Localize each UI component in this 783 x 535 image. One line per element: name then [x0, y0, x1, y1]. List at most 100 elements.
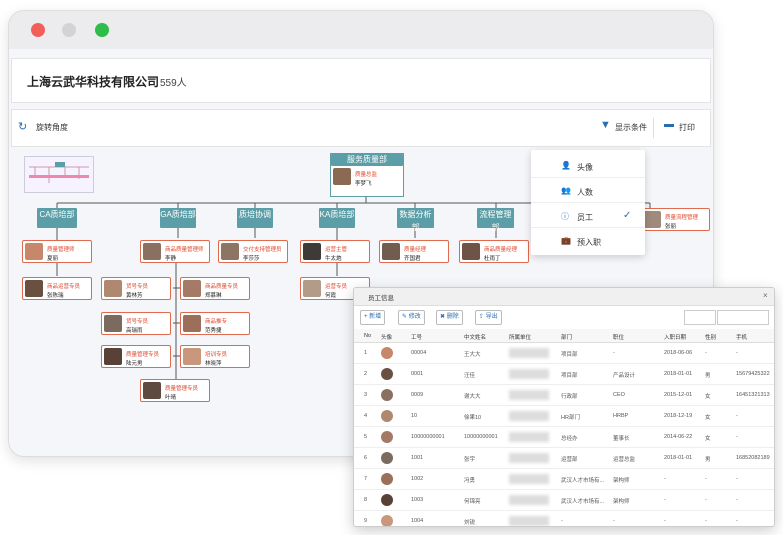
minimize-button[interactable] [62, 23, 76, 37]
table-cell: - [664, 518, 666, 524]
card-person: 牛太炮 [325, 256, 342, 262]
person-card[interactable]: 货号专员 高瑞雨 [101, 312, 171, 335]
close-button[interactable] [31, 23, 45, 37]
dropdown-icon: 👤 [561, 161, 571, 170]
table-cell: 何锦亮 [464, 499, 481, 505]
person-card[interactable]: 商品推专 范秀捷 [180, 312, 250, 335]
card-person: 郑慕琳 [205, 293, 222, 299]
person-card[interactable]: 商品质量管理师 李静 [140, 240, 210, 263]
card-role: 交付支持管理员 [243, 247, 282, 253]
table-cell: CEO [613, 392, 625, 398]
dropdown: 👤 头像 👥 人数 ⓘ 员工 ✓ 💼 预入职 [531, 150, 645, 255]
avatar [381, 452, 393, 464]
title-bar [9, 11, 713, 49]
card-person: 林晓萍 [205, 361, 222, 367]
avatar [381, 347, 393, 359]
card-role: 质量管理师 [47, 247, 75, 253]
person-card[interactable]: 运营主管 牛太炮 [300, 240, 370, 263]
person-card[interactable]: 质量流程管理 张丽 [640, 208, 710, 231]
avatar [104, 348, 122, 365]
person-card[interactable]: 运营专员 何霞 [300, 277, 370, 300]
card-role: 商品质量管理师 [165, 247, 204, 253]
card-role: 质量管理专员 [126, 352, 160, 358]
card-person: 张陈瑞 [47, 293, 64, 299]
select[interactable] [684, 310, 716, 325]
card-person: 高瑞雨 [126, 328, 143, 334]
table-cell: - [736, 350, 738, 356]
close-button[interactable]: × [763, 291, 768, 300]
card-role: 商品运营专员 [47, 284, 81, 290]
avatar [143, 382, 161, 399]
person-card[interactable]: 货号专员 黄林芳 [101, 277, 171, 300]
button-label: 修改 [408, 314, 421, 320]
department[interactable]: 流程管理部 [477, 208, 514, 232]
table-cell: 女 [705, 436, 711, 442]
table-cell: 10000000001 [464, 434, 498, 440]
person-card[interactable]: 商品运营专员 张陈瑞 [22, 277, 92, 300]
table-cell: - [705, 476, 707, 482]
table-cell: HR部门 [561, 415, 580, 421]
avatar [303, 243, 321, 260]
button-icon: ✎ [402, 314, 409, 320]
column-header: 部门 [561, 335, 573, 341]
department[interactable]: 质培协调 [237, 208, 273, 228]
dropdown-item[interactable]: 头像 [577, 163, 593, 172]
table-cell: 武汉人才市场有... [561, 499, 605, 505]
table-cell: 王大大 [464, 352, 481, 358]
person-card[interactable]: 质量管理专员 陆元男 [101, 345, 171, 368]
column-header: 中文姓名 [464, 335, 487, 341]
department[interactable]: KA质培部 [319, 208, 355, 228]
print-button[interactable]: 打印 [679, 123, 695, 132]
person-card[interactable]: 交付支持管理员 李莎莎 [218, 240, 288, 263]
table-cell: 1001 [411, 455, 424, 461]
avatar [303, 280, 321, 297]
display-button[interactable]: 显示条件 [615, 123, 647, 132]
table-cell: 谢大大 [464, 394, 481, 400]
table-cell: 10000000001 [411, 434, 445, 440]
person-card[interactable]: 商品质量经理 杜雨丁 [459, 240, 529, 263]
dropdown-item[interactable]: 员工 [577, 213, 593, 222]
root-node[interactable]: 服务质量部 质量总监 李梦飞 [330, 153, 404, 197]
department[interactable]: 数据分析部 [397, 208, 434, 232]
toolbar-button[interactable]: + 新增 [360, 310, 386, 325]
person-card[interactable]: 质量经理 齐国君 [379, 240, 449, 263]
dropdown-item[interactable]: 预入职 [577, 238, 601, 247]
row-divider [354, 468, 774, 469]
card-role: 质量流程管理 [665, 215, 699, 221]
maximize-button[interactable] [95, 23, 109, 37]
table-cell: 6 [364, 455, 368, 461]
table-cell: 1004 [411, 518, 424, 524]
toolbar-button[interactable]: ✎ 修改 [398, 310, 425, 325]
table-cell: - [613, 518, 615, 524]
avatar [183, 348, 201, 365]
select[interactable] [717, 310, 769, 325]
toolbar-button[interactable]: ⇪ 导出 [475, 310, 502, 325]
column-header: No [364, 333, 372, 339]
blurred-cell [509, 516, 549, 526]
person-card[interactable]: 培训专员 林晓萍 [180, 345, 250, 368]
table-cell: - [664, 476, 666, 482]
table-cell: 2018-12-19 [664, 413, 693, 419]
department[interactable]: GA质培部 [160, 208, 196, 228]
table-cell: 2018-01-01 [664, 455, 693, 461]
person-card[interactable]: 质量管理专员 叶晴 [140, 379, 210, 402]
card-person: 齐国君 [404, 256, 421, 262]
rotate-button[interactable]: 旋转角度 [36, 123, 68, 132]
minimap [24, 156, 94, 193]
table-cell: 15679425322 [736, 371, 770, 377]
dropdown-icon: ⓘ [561, 212, 569, 221]
table-cell: - [561, 518, 563, 524]
avatar [183, 315, 201, 332]
dropdown-item[interactable]: 人数 [577, 188, 593, 197]
table-title-bar: 员工信息 × [354, 288, 774, 306]
department[interactable]: CA质培部 [37, 208, 77, 228]
person-card[interactable]: 商品质量专员 郑慕琳 [180, 277, 250, 300]
table-cell: 2014-06-22 [664, 434, 693, 440]
person-card[interactable]: 质量管理师 夏丽 [22, 240, 92, 263]
table-cell: 项目部 [561, 352, 578, 358]
card-role: 质量管理专员 [165, 386, 199, 392]
avatar [381, 473, 393, 485]
table-cell: 10 [411, 413, 418, 419]
toolbar-button[interactable]: ✖ 删除 [436, 310, 463, 325]
table-cell: 项目部 [561, 373, 578, 379]
